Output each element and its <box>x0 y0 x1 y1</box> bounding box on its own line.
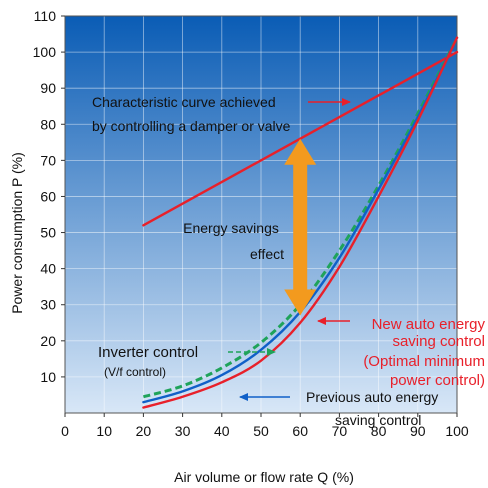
new-control-label-line4: power control) <box>390 372 485 389</box>
y-tick-label: 30 <box>40 297 56 313</box>
x-tick-label: 30 <box>175 423 191 439</box>
grid <box>65 16 457 413</box>
energy-savings-arrow <box>284 138 317 316</box>
x-axis-ticks: 0 10 20 30 40 50 60 70 80 90 100 <box>61 413 469 439</box>
x-tick-label: 70 <box>332 423 348 439</box>
previous-control-label-line2: saving control <box>335 412 421 428</box>
x-tick-label: 20 <box>136 423 152 439</box>
y-tick-label: 60 <box>40 188 56 204</box>
y-tick-label: 100 <box>33 44 57 60</box>
inverter-label: Inverter control <box>98 344 198 361</box>
x-axis-label: Air volume or flow rate Q (%) <box>174 469 354 485</box>
new-control-label-line1: New auto energy <box>372 316 486 333</box>
x-tick-label: 100 <box>445 423 469 439</box>
savings-label-line2: effect <box>250 246 284 262</box>
y-axis-label: Power consumption P (%) <box>9 152 25 314</box>
y-tick-label: 20 <box>40 333 56 349</box>
new-control-label-line3: (Optimal minimum <box>363 353 485 370</box>
damper-line <box>142 50 459 227</box>
inverter-sublabel: (V/f control) <box>104 365 166 379</box>
new-auto-energy-line <box>142 36 459 409</box>
savings-label-line1: Energy savings <box>183 220 279 236</box>
x-tick-label: 10 <box>96 423 112 439</box>
x-tick-label: 0 <box>61 423 69 439</box>
y-tick-label: 40 <box>40 261 56 277</box>
y-tick-label: 90 <box>40 80 56 96</box>
y-tick-label: 50 <box>40 225 56 241</box>
y-tick-label: 80 <box>40 116 56 132</box>
x-tick-label: 40 <box>214 423 230 439</box>
y-tick-label: 110 <box>34 8 57 24</box>
x-tick-label: 60 <box>292 423 308 439</box>
damper-label-line1: Characteristic curve achieved <box>92 94 276 110</box>
energy-savings-arrow-shape <box>284 138 317 316</box>
damper-label-line2: by controlling a damper or valve <box>92 118 291 134</box>
y-axis-ticks: 10 20 30 40 50 60 70 80 90 100 110 <box>33 8 65 385</box>
y-tick-label: 70 <box>40 152 56 168</box>
x-tick-label: 50 <box>253 423 269 439</box>
y-tick-label: 10 <box>40 369 56 385</box>
x-tick-label: 80 <box>371 423 387 439</box>
new-control-label-line2: saving control <box>392 333 485 350</box>
x-tick-label: 90 <box>410 423 426 439</box>
previous-control-label-line1: Previous auto energy <box>306 389 438 405</box>
